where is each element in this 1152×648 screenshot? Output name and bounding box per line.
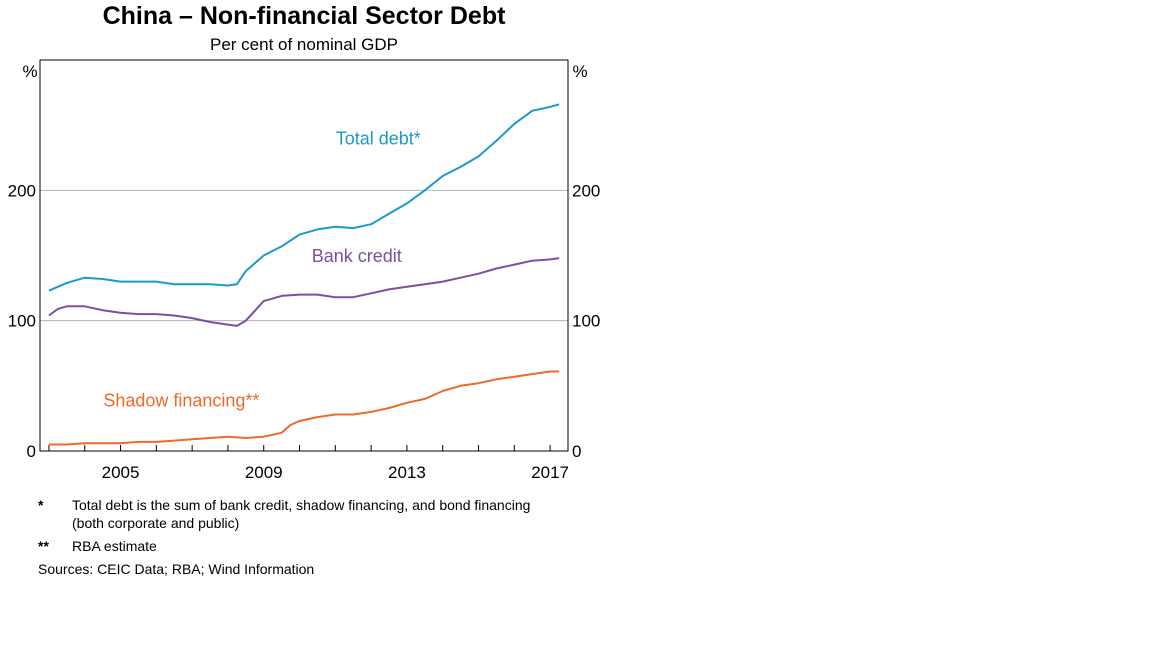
chart-subtitle: Per cent of nominal GDP	[209, 35, 399, 54]
plot-frame	[39, 59, 569, 452]
y-tick-label-right: 0	[572, 442, 581, 461]
footnote-text: RBA estimate	[72, 538, 157, 554]
chart-title: China – Non-financial Sector Debt	[102, 2, 506, 30]
y-tick-label-left: 0	[27, 442, 36, 461]
series-line-total-debt	[48, 103, 560, 292]
series-lines	[48, 103, 560, 446]
series-label-bank-credit: Bank credit	[312, 246, 402, 266]
series-line-shadow-financing	[48, 370, 560, 446]
y-tick-label-right: 200	[572, 181, 600, 200]
chart-notes: * Total debt is the sum of bank credit, …	[38, 496, 558, 578]
y-axis-unit-right: %	[572, 62, 587, 81]
footnote-total-debt: * Total debt is the sum of bank credit, …	[38, 496, 558, 532]
series-labels: Total debt* Bank credit Shadow financing**	[103, 129, 420, 411]
y-tick-label-left: 100	[8, 312, 36, 331]
footnote-text: Total debt is the sum of bank credit, sh…	[72, 497, 531, 531]
footnote-mark: **	[38, 538, 49, 554]
series-label-shadow-financing: Shadow financing**	[103, 391, 259, 411]
x-tick-label: 2017	[531, 463, 569, 482]
x-tick-label: 2009	[245, 463, 283, 482]
y-axis-unit-left: %	[22, 62, 37, 81]
gridlines	[40, 189, 568, 322]
y-tick-label-left: 200	[8, 181, 36, 200]
series-line-bank-credit	[48, 257, 560, 327]
footnote-mark: *	[38, 497, 44, 513]
footnote-rba-estimate: ** RBA estimate	[38, 537, 558, 555]
axis-ticks: 0 0 100 100 200 200 2005 2009 2013 2017	[8, 181, 601, 482]
y-tick-label-right: 100	[572, 312, 600, 331]
sources-text: Sources: CEIC Data; RBA; Wind Informatio…	[38, 561, 315, 577]
x-tick-label: 2005	[102, 463, 140, 482]
x-tick-label: 2013	[388, 463, 426, 482]
series-label-total-debt: Total debt*	[336, 129, 421, 149]
